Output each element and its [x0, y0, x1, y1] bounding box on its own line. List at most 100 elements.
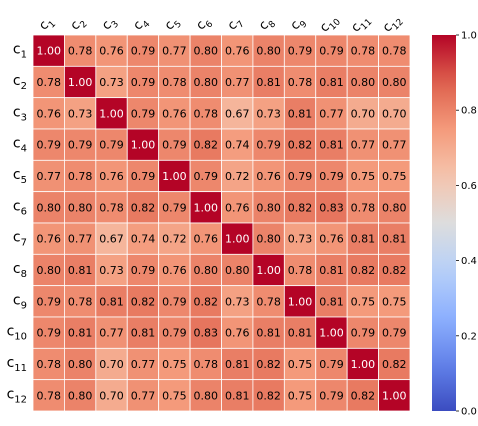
cell-value-label-r4-c8: 0.79 [256, 139, 281, 152]
cell-value-label-r6-c4: 0.82 [131, 201, 156, 214]
cell-value-label-r6-c6: 1.00 [194, 201, 219, 214]
cell-value-label-r3-c6: 0.78 [194, 107, 219, 120]
row-tick-label-6: c6 [13, 198, 27, 217]
heatmap-cell-r11-c3 [95, 347, 128, 381]
heatmap-cell-r6-c6 [189, 191, 222, 224]
cell-value-label-r3-c3: 1.00 [99, 107, 124, 120]
heatmap-cell-r7-c5 [158, 222, 191, 255]
column-tick-label-12: c12 [380, 12, 406, 38]
heatmap-cell-r9-c7 [221, 285, 254, 318]
cell-value-label-r1-c10: 0.79 [319, 45, 344, 58]
cell-value-label-r1-c3: 0.76 [99, 45, 124, 58]
cell-value-label-r6-c9: 0.82 [288, 201, 313, 214]
cell-value-label-r3-c5: 0.76 [162, 107, 187, 120]
heatmap-cell-r1-c2 [64, 34, 97, 67]
colorbar-tick-label-3: 0.4 [461, 256, 477, 267]
cell-value-label-r9-c2: 0.78 [68, 295, 93, 308]
heatmap-cell-r11-c1 [32, 347, 65, 381]
cell-value-label-r9-c1: 0.79 [36, 295, 61, 308]
heatmap-cell-r5-c8 [252, 159, 285, 193]
cell-value-label-r1-c8: 0.80 [256, 45, 281, 58]
cell-value-label-r4-c12: 0.77 [382, 139, 407, 152]
column-tick-label-9: c9 [288, 13, 310, 35]
cell-value-label-r8-c9: 0.78 [288, 264, 313, 277]
cell-value-label-r11-c7: 0.81 [225, 358, 250, 371]
heatmap-cell-r3-c3 [95, 97, 128, 130]
heatmap-cell-r10-c2 [64, 316, 97, 349]
heatmap-cell-r10-c11 [346, 316, 379, 349]
heatmap-cell-r12-c11 [346, 379, 379, 412]
column-tick-label-2: c2 [68, 14, 90, 36]
cell-value-label-r7-c11: 0.81 [351, 233, 376, 246]
cell-value-label-r11-c12: 0.82 [382, 358, 407, 371]
column-tick-label-11: c11 [349, 12, 375, 38]
cell-value-label-r7-c7: 1.00 [225, 233, 250, 246]
cell-value-label-r3-c8: 0.73 [256, 107, 281, 120]
column-tick-label-7: c7 [225, 14, 247, 36]
heatmap-cell-r12-c10 [315, 379, 348, 412]
heatmap-cell-r6-c7 [221, 191, 254, 224]
cell-value-label-r6-c12: 0.80 [382, 201, 407, 214]
row-tick-label-2: c2 [13, 73, 27, 92]
colorbar-tick-label-1: 0.0 [461, 407, 477, 418]
cell-value-label-r11-c5: 0.75 [162, 358, 187, 371]
heatmap-cell-r1-c6 [189, 34, 222, 67]
heatmap-cell-r8-c3 [95, 253, 128, 287]
cell-value-label-r12-c3: 0.70 [99, 389, 124, 402]
heatmap-cell-r6-c12 [378, 191, 411, 224]
cell-value-label-r5-c5: 1.00 [162, 170, 187, 183]
heatmap-cell-r4-c6 [189, 128, 222, 161]
cell-value-label-r12-c9: 0.75 [288, 389, 313, 402]
heatmap-cell-r2-c4 [126, 65, 160, 99]
cell-value-label-r5-c2: 0.78 [68, 170, 93, 183]
colorbar-gradient [432, 35, 456, 411]
cell-value-label-r11-c4: 0.77 [131, 358, 156, 371]
cell-value-label-r1-c7: 0.76 [225, 45, 250, 58]
heatmap-cell-r11-c2 [64, 347, 97, 381]
heatmap-cell-r8-c7 [221, 253, 254, 287]
cell-value-label-r4-c6: 0.82 [194, 139, 219, 152]
column-tick-label-10: c10 [317, 11, 343, 37]
column-tick-label-8: c8 [256, 13, 278, 35]
cell-value-label-r11-c8: 0.82 [256, 358, 281, 371]
cell-value-label-r2-c4: 0.79 [131, 76, 156, 89]
cell-value-label-r11-c9: 0.75 [288, 358, 313, 371]
cell-value-label-r9-c7: 0.73 [225, 295, 250, 308]
cell-value-label-r6-c10: 0.83 [319, 201, 344, 214]
cell-value-label-r9-c6: 0.82 [194, 295, 219, 308]
cell-value-label-r4-c7: 0.74 [225, 139, 250, 152]
heatmap-cell-r8-c4 [126, 253, 160, 287]
cell-value-label-r8-c10: 0.81 [319, 264, 344, 277]
cell-value-label-r9-c3: 0.81 [99, 295, 124, 308]
cell-value-label-r8-c11: 0.82 [351, 264, 376, 277]
column-tick-label-6: c6 [193, 13, 215, 35]
cell-value-label-r5-c10: 0.79 [319, 170, 344, 183]
column-tick-label-5: c5 [162, 14, 184, 36]
heatmap-cell-r2-c9 [283, 65, 317, 99]
heatmap-cell-r7-c10 [315, 222, 348, 255]
cell-value-label-r3-c9: 0.81 [288, 107, 313, 120]
cell-value-label-r3-c7: 0.67 [225, 107, 250, 120]
cell-value-label-r4-c9: 0.82 [288, 139, 313, 152]
cell-value-label-r11-c10: 0.79 [319, 358, 344, 371]
heatmap-cell-r5-c11 [346, 159, 379, 193]
heatmap-cell-r7-c12 [378, 222, 411, 255]
heatmap-cell-r9-c6 [189, 285, 222, 318]
colorbar-tick-label-4: 0.6 [461, 181, 477, 192]
heatmap-cell-r6-c1 [32, 191, 65, 224]
heatmap-cell-r6-c8 [252, 191, 285, 224]
cell-value-label-r2-c3: 0.73 [99, 76, 124, 89]
heatmap-cell-r1-c10 [315, 34, 348, 67]
cell-value-label-r12-c10: 0.79 [319, 389, 344, 402]
heatmap-cell-r7-c4 [126, 222, 160, 255]
heatmap-cell-r9-c12 [378, 285, 411, 318]
cell-value-label-r1-c4: 0.79 [131, 45, 156, 58]
cell-value-label-r8-c1: 0.80 [36, 264, 61, 277]
cell-value-label-r8-c8: 1.00 [256, 264, 281, 277]
heatmap-cell-r8-c5 [158, 253, 191, 287]
heatmap-cell-r4-c9 [283, 128, 317, 161]
cell-value-label-r7-c3: 0.67 [99, 233, 124, 246]
cell-value-label-r7-c5: 0.72 [162, 233, 187, 246]
